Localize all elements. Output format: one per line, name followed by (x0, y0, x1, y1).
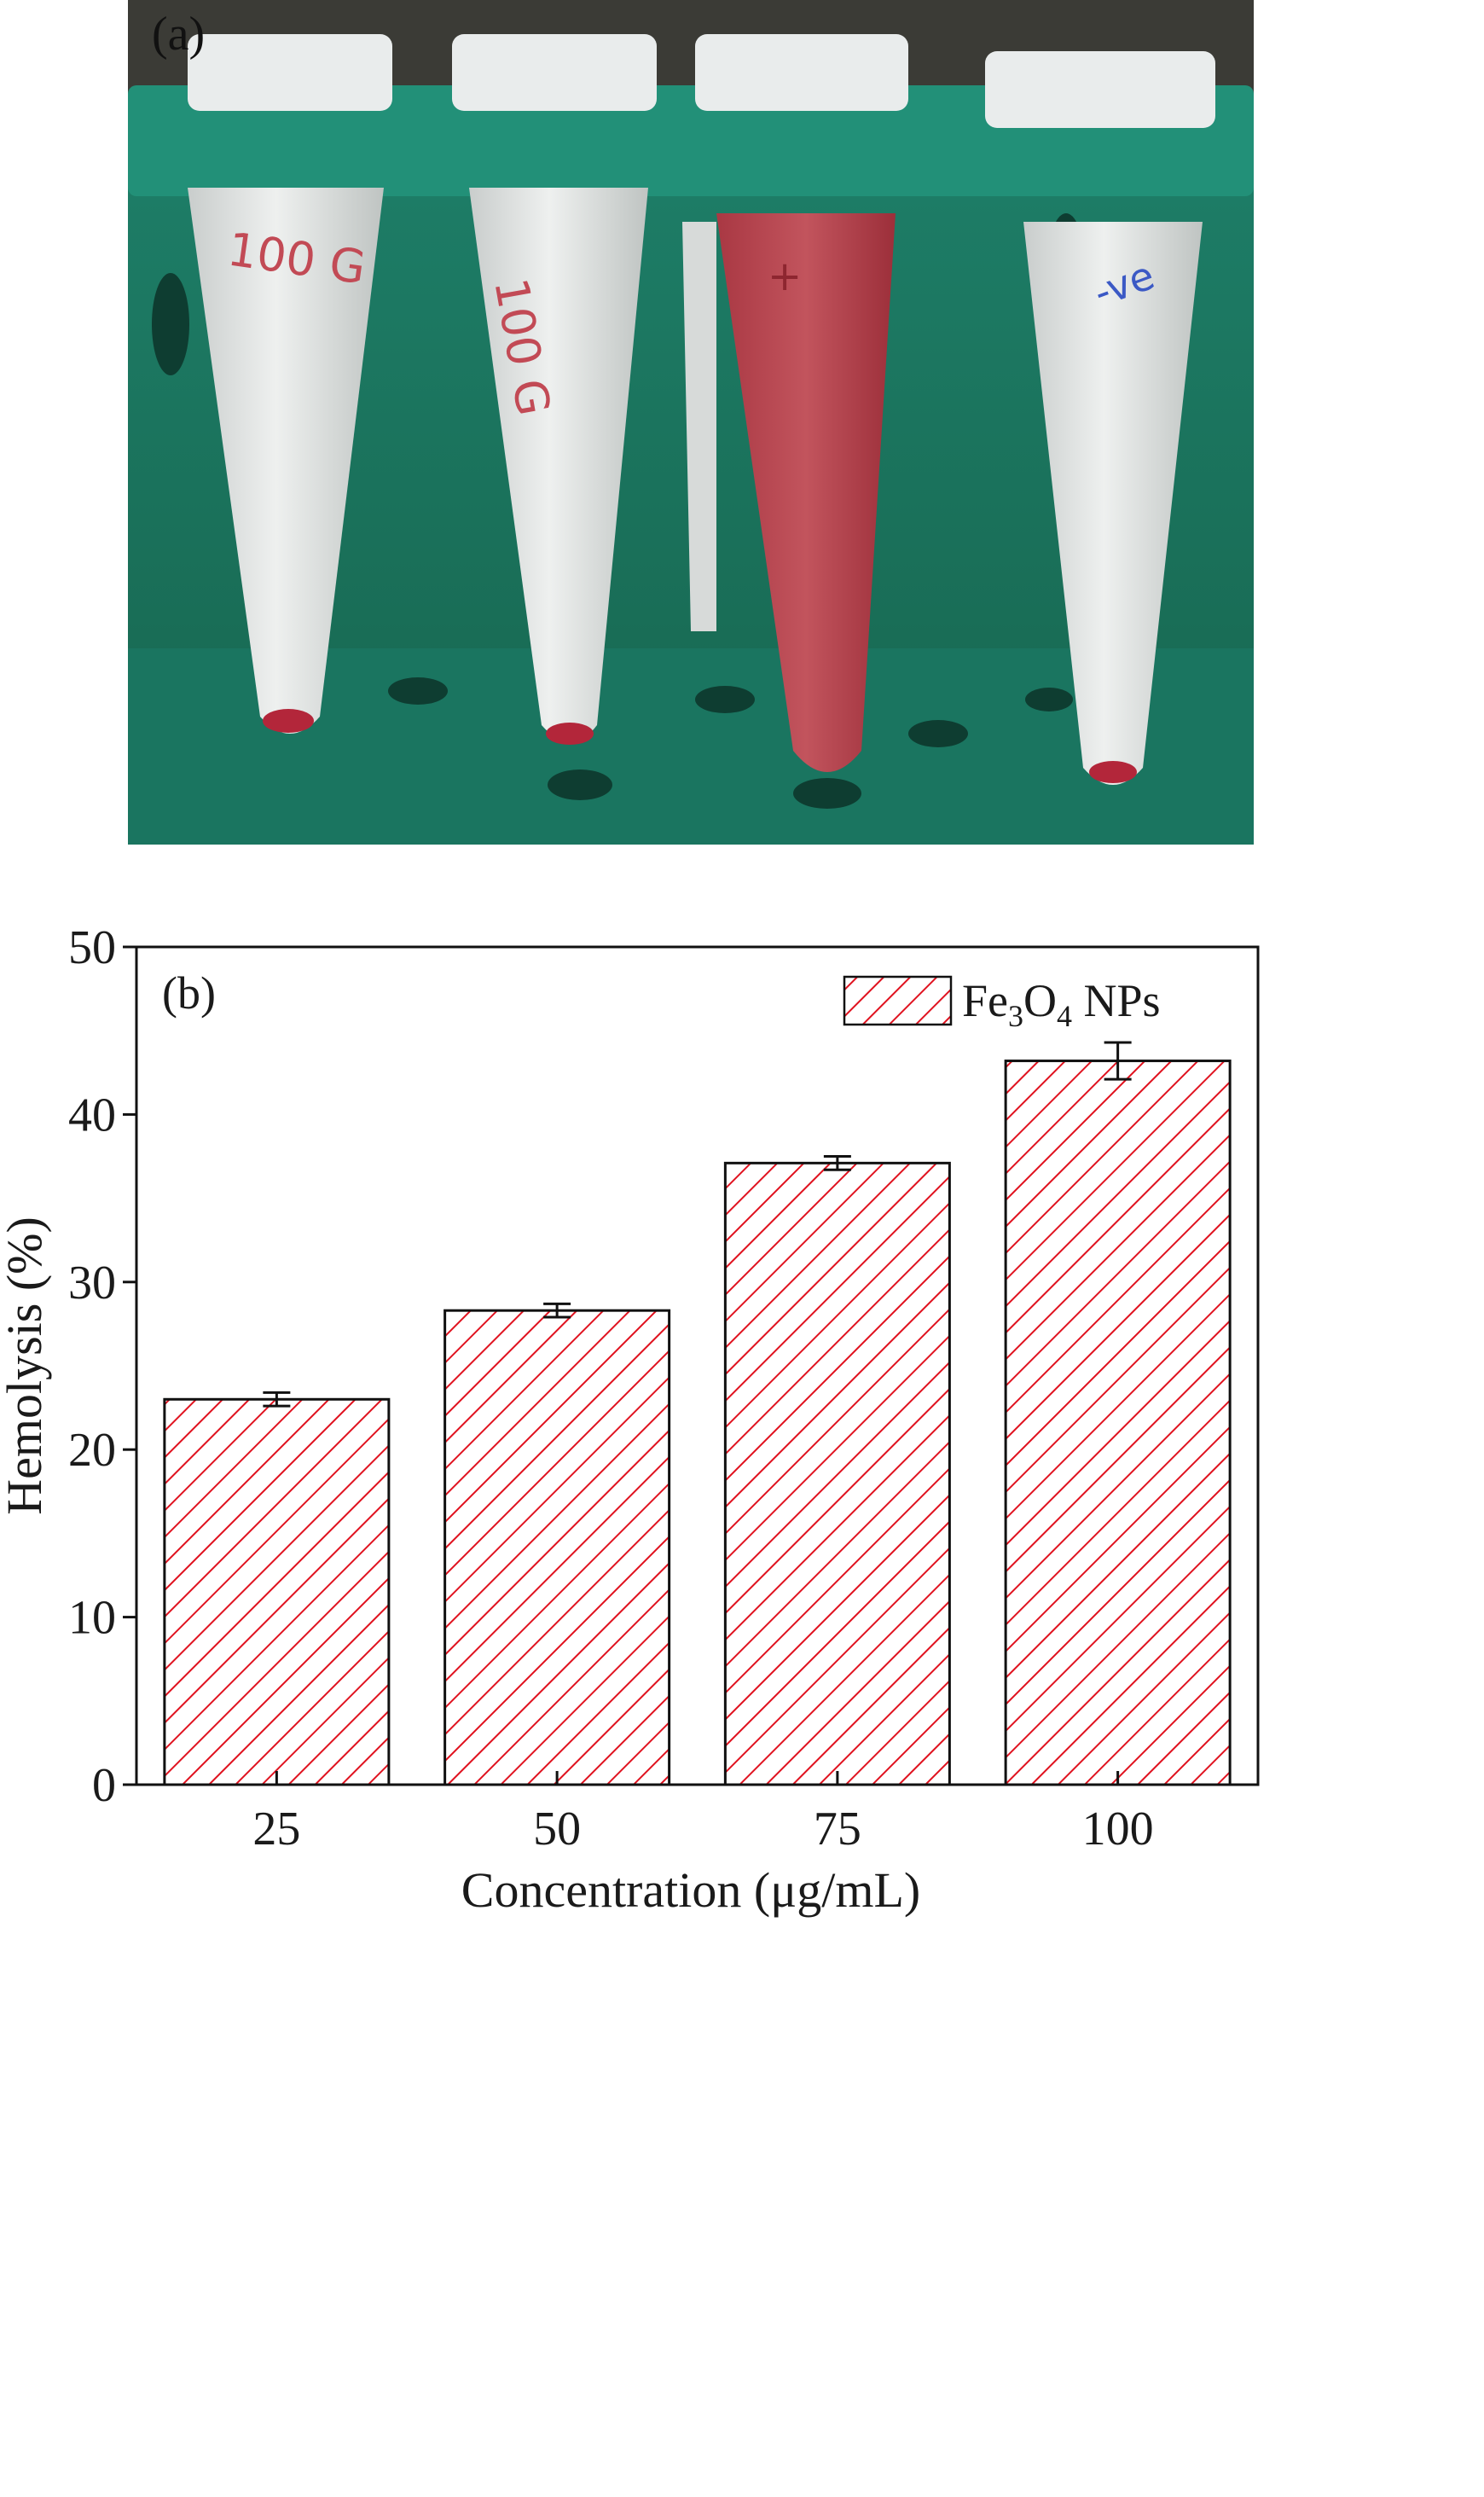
tube-1 (188, 188, 384, 734)
tube-2 (469, 188, 648, 742)
hemolysis-chart: 0 10 20 30 40 50 25 50 75 100 (b) Fe3O4 NPs Conc… (0, 904, 1484, 1954)
x-tick-label-25: 25 (252, 1803, 300, 1855)
rack-hole (793, 778, 861, 809)
y-axis-title: Hemolysis (%) (0, 1217, 52, 1515)
panel-b-label: (b) (162, 967, 216, 1019)
y-tick-label-30: 30 (68, 1257, 116, 1309)
bar-50 (443, 1309, 671, 1786)
x-tick-label-100: 100 (1082, 1803, 1154, 1855)
tube-cap (695, 34, 908, 111)
y-tick-label-50: 50 (68, 921, 116, 974)
tube-cap (452, 34, 657, 111)
photo-svg: 100 G 100 G + -ve (a) (128, 0, 1254, 845)
panel-a-label: (a) (152, 8, 205, 61)
chart-svg: 0 10 20 30 40 50 25 50 75 100 (b) Fe3O4 NPs Conc… (0, 921, 1260, 1918)
tube-4 (1023, 222, 1203, 785)
rack-hole (908, 720, 968, 747)
tube-3-label: + (768, 253, 802, 300)
error-bars-layer (263, 1041, 1132, 1408)
bar-100 (1004, 1060, 1232, 1786)
pellet (546, 723, 594, 745)
tube-cap (985, 51, 1215, 128)
x-tick-label-75: 75 (814, 1803, 861, 1855)
bar-25 (163, 1397, 391, 1786)
rack-hole (1025, 688, 1073, 711)
pellet (263, 709, 314, 733)
x-axis-title: Concentration (μg/mL) (461, 1862, 920, 1918)
y-tick-label-40: 40 (68, 1089, 116, 1141)
y-tick-label-10: 10 (68, 1592, 116, 1645)
legend-swatch (843, 975, 953, 1026)
rack-hole (388, 677, 448, 705)
bar-75 (723, 1161, 951, 1786)
x-axis: 25 50 75 100 (252, 1771, 1154, 1855)
hemolysis-photo: 100 G 100 G + -ve (a) (128, 0, 1254, 845)
pellet (1089, 761, 1137, 783)
y-tick-label-0: 0 (92, 1759, 116, 1812)
x-tick-label-50: 50 (533, 1803, 581, 1855)
rack-hole (548, 769, 612, 800)
tube-shadow (682, 222, 716, 631)
legend: Fe3O4 NPs (843, 975, 1161, 1033)
legend-label: Fe3O4 NPs (962, 975, 1161, 1033)
tube-3 (716, 213, 896, 772)
tube-cap (188, 34, 392, 111)
rack-top-bar (128, 85, 1254, 196)
bars-layer (163, 1060, 1232, 1786)
y-axis: 0 10 20 30 40 50 (68, 921, 136, 1812)
rack-hole (152, 273, 189, 375)
y-tick-label-20: 20 (68, 1424, 116, 1477)
rack-hole (695, 686, 755, 713)
plot-frame (135, 945, 1260, 1786)
